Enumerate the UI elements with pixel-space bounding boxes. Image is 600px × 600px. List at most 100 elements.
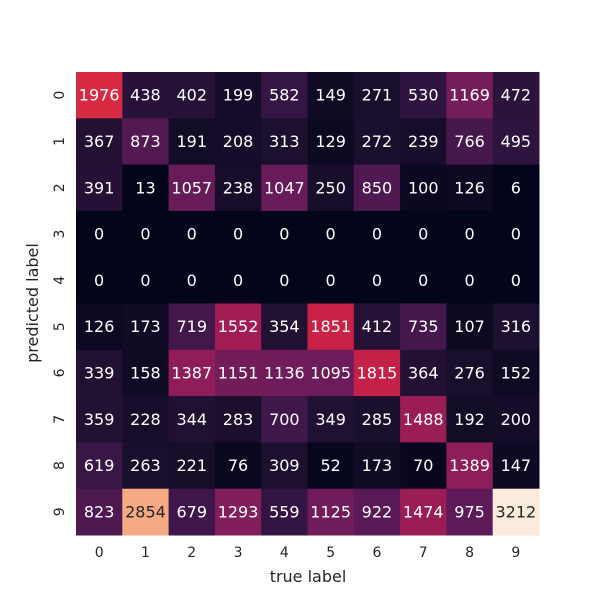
cell-value-label-6-7: 364	[408, 363, 439, 382]
cell-value-label-6-0: 339	[84, 363, 115, 382]
heatmap-cell-2-4	[261, 164, 308, 212]
cell-value-label-2-8: 126	[454, 178, 485, 197]
heatmap-cell-8-1	[122, 442, 170, 490]
cell-value-label-8-9: 147	[501, 456, 532, 475]
heatmap-cell-4-7	[400, 257, 447, 304]
heatmap-cell-1-5	[307, 118, 355, 166]
heatmap-cell-9-7	[400, 488, 447, 536]
cell-value-label-4-9: 0	[511, 271, 521, 290]
cell-value-label-1-6: 272	[362, 132, 393, 151]
cell-value-label-6-1: 158	[130, 363, 161, 382]
heatmap-cell-1-2	[168, 118, 216, 166]
heatmap-cell-1-7	[400, 118, 447, 166]
cell-value-label-9-0: 823	[84, 502, 115, 521]
cell-value-label-6-8: 276	[454, 363, 485, 382]
x-tick-label-7: 7	[419, 545, 428, 561]
heatmap-cell-3-6	[353, 210, 401, 258]
heatmap-cell-6-0	[76, 349, 123, 397]
cell-value-label-7-9: 200	[501, 410, 532, 429]
y-tick-label-5: 5	[52, 322, 68, 331]
heatmap-cell-6-3	[214, 349, 262, 397]
heatmap-cell-1-8	[446, 118, 494, 166]
heatmap-cell-0-6	[353, 72, 401, 119]
cell-value-label-3-2: 0	[187, 225, 197, 244]
cell-value-label-0-3: 199	[223, 86, 254, 105]
heatmap-cell-8-9	[492, 442, 540, 490]
y-tick-label-8: 8	[52, 461, 68, 470]
cell-value-label-8-6: 173	[362, 456, 393, 475]
cell-value-label-3-8: 0	[464, 225, 474, 244]
heatmap-cell-9-4	[261, 488, 308, 536]
x-axis-label: true label	[270, 567, 347, 586]
cell-value-label-9-8: 975	[454, 502, 485, 521]
heatmap-cell-2-8	[446, 164, 494, 212]
heatmap-cell-5-2	[168, 303, 216, 351]
cell-value-label-8-0: 619	[84, 456, 115, 475]
cell-value-label-3-9: 0	[511, 225, 521, 244]
cell-value-label-2-1: 13	[135, 178, 155, 197]
x-axis-ticks: 0 1 2 3 4 5 6 7 8 9	[95, 545, 521, 561]
cell-value-label-5-9: 316	[501, 317, 532, 336]
heatmap-cell-4-9	[492, 257, 540, 304]
heatmap-cell-8-2	[168, 442, 216, 490]
heatmap-cell-5-0	[76, 303, 123, 351]
cell-value-label-0-6: 271	[362, 86, 393, 105]
y-tick-label-1: 1	[52, 137, 68, 146]
cell-value-label-0-8: 1169	[449, 86, 490, 105]
heatmap-cell-9-9	[492, 488, 540, 536]
heatmap-cell-0-9	[492, 72, 540, 119]
cell-value-label-0-9: 472	[501, 86, 532, 105]
cell-value-label-4-2: 0	[187, 271, 197, 290]
y-tick-label-4: 4	[52, 276, 68, 285]
heatmap-cell-9-3	[214, 488, 262, 536]
heatmap-cell-6-1	[122, 349, 170, 397]
heatmap-cell-6-7	[400, 349, 447, 397]
cell-value-label-5-5: 1851	[310, 317, 351, 336]
cell-value-label-9-2: 679	[176, 502, 207, 521]
cell-value-label-0-7: 530	[408, 86, 439, 105]
x-tick-label-8: 8	[465, 545, 474, 561]
heatmap-cell-8-8	[446, 442, 494, 490]
cell-value-label-3-6: 0	[372, 225, 382, 244]
x-tick-label-0: 0	[95, 545, 104, 561]
heatmap-cell-3-4	[261, 210, 308, 258]
heatmap-cell-5-5	[307, 303, 355, 351]
cell-value-label-1-9: 495	[501, 132, 532, 151]
cell-value-label-6-3: 1151	[218, 363, 259, 382]
cell-value-label-5-0: 126	[84, 317, 115, 336]
heatmap-cell-9-2	[168, 488, 216, 536]
cell-value-label-7-5: 349	[315, 410, 346, 429]
heatmap-cell-8-6	[353, 442, 401, 490]
cell-value-label-8-8: 1389	[449, 456, 490, 475]
heatmap-cell-1-9	[492, 118, 540, 166]
cell-value-label-2-5: 250	[315, 178, 346, 197]
cell-value-label-2-4: 1047	[264, 178, 305, 197]
heatmap-cell-5-7	[400, 303, 447, 351]
cell-value-label-6-2: 1387	[171, 363, 212, 382]
heatmap-cell-1-4	[261, 118, 308, 166]
cell-value-label-5-3: 1552	[218, 317, 259, 336]
cell-value-label-9-5: 1125	[310, 502, 351, 521]
heatmap-cell-3-8	[446, 210, 494, 258]
cell-value-label-1-0: 367	[84, 132, 115, 151]
heatmap-cell-7-7	[400, 396, 447, 443]
y-axis-label: predicted label	[23, 243, 42, 363]
cell-value-label-5-2: 719	[176, 317, 207, 336]
heatmap-cell-5-3	[214, 303, 262, 351]
cell-value-label-4-5: 0	[326, 271, 336, 290]
heatmap-cell-6-8	[446, 349, 494, 397]
cell-value-label-0-4: 582	[269, 86, 300, 105]
cell-value-label-3-5: 0	[326, 225, 336, 244]
cell-value-label-6-6: 1815	[357, 363, 398, 382]
cell-value-label-0-0: 1976	[79, 86, 120, 105]
cell-value-label-3-0: 0	[94, 225, 104, 244]
heatmap-cell-2-0	[76, 164, 123, 212]
heatmap-cell-6-4	[261, 349, 308, 397]
x-tick-label-4: 4	[280, 545, 289, 561]
heatmap-cell-3-5	[307, 210, 355, 258]
heatmap-cell-4-0	[76, 257, 123, 304]
heatmap-cell-0-7	[400, 72, 447, 119]
heatmap-cell-0-3	[214, 72, 262, 119]
cell-value-label-8-2: 221	[176, 456, 207, 475]
